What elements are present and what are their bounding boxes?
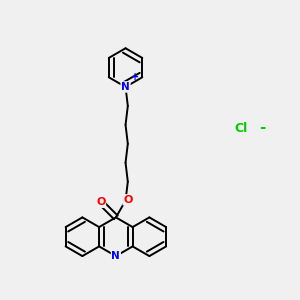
Text: N: N	[121, 82, 130, 92]
Text: N: N	[112, 251, 120, 261]
Text: O: O	[96, 197, 106, 207]
Text: +: +	[131, 72, 140, 82]
Text: O: O	[123, 195, 133, 205]
Text: -: -	[260, 120, 266, 135]
Text: Cl: Cl	[234, 122, 248, 135]
